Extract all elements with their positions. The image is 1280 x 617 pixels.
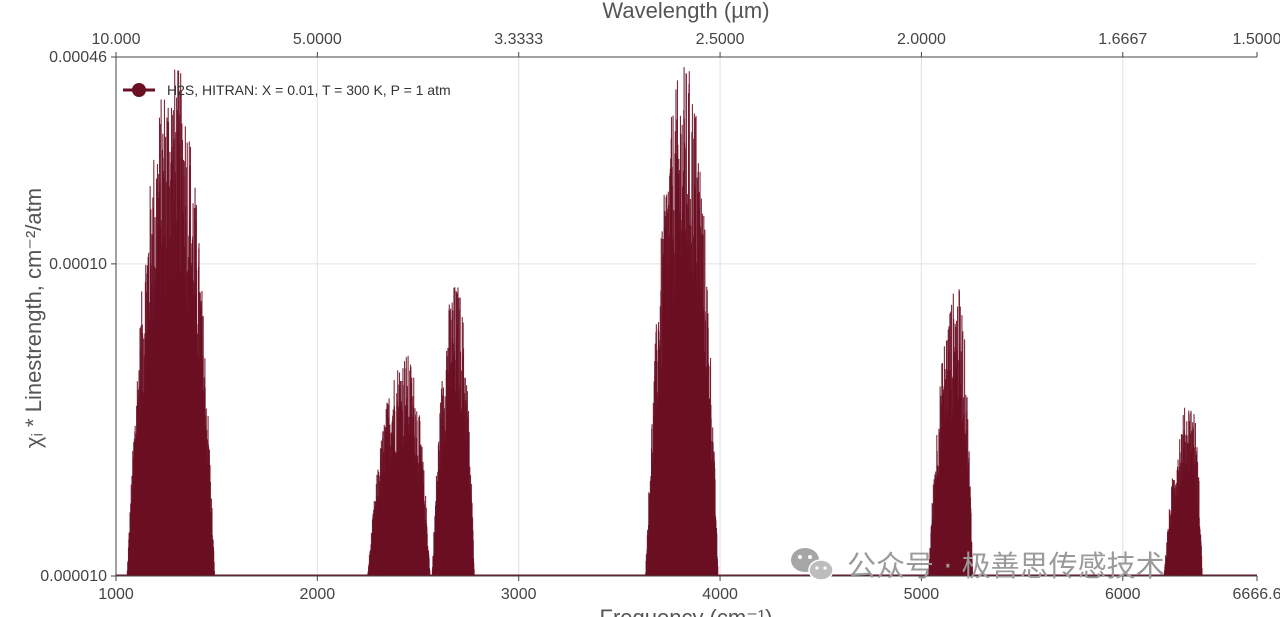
x-top-tick-label: 2.5000 — [696, 31, 745, 48]
x-tick-label: 5000 — [904, 586, 940, 603]
x-tick-label: 6666.6 — [1233, 586, 1280, 603]
tick-labels: 1000 10.000 2000 5.0000 3000 3.3333 4000 2.5000… — [40, 31, 1280, 603]
legend[interactable]: H2S, HITRAN: X = 0.01, T = 300 K, P = 1 … — [123, 82, 451, 98]
watermark: 公众号 · 极善思传感技术 — [791, 548, 1165, 583]
x-top-tick-label: 1.5000 — [1233, 31, 1280, 48]
x-top-tick-label: 1.6667 — [1098, 31, 1147, 48]
x-axis-top-title: Wavelength (µm) — [602, 0, 769, 23]
y-tick-label: 0.00010 — [49, 256, 107, 273]
wechat-icon — [791, 548, 834, 581]
y-tick-label: 0.00046 — [49, 49, 107, 66]
x-tick-label: 3000 — [501, 586, 537, 603]
y-tick-label: 0.000010 — [40, 568, 107, 585]
watermark-text: 公众号 · 极善思传感技术 — [847, 549, 1165, 583]
spectral-lines — [116, 67, 1257, 577]
x-tick-label: 6000 — [1105, 586, 1141, 603]
x-tick-label: 1000 — [98, 586, 134, 603]
x-axis-bottom-title: Frequency (cm⁻¹) — [600, 605, 773, 617]
x-top-tick-label: 10.000 — [92, 31, 141, 48]
x-tick-label: 2000 — [300, 586, 336, 603]
x-top-tick-label: 5.0000 — [293, 31, 342, 48]
x-top-tick-label: 2.0000 — [897, 31, 946, 48]
x-tick-label: 4000 — [702, 586, 738, 603]
legend-marker — [132, 83, 146, 97]
legend-label: H2S, HITRAN: X = 0.01, T = 300 K, P = 1 … — [167, 82, 451, 98]
axes — [115, 56, 1257, 577]
x-top-tick-label: 3.3333 — [494, 31, 543, 48]
y-axis-title: χᵢ * Linestrength, cm⁻²/atm — [21, 188, 46, 448]
